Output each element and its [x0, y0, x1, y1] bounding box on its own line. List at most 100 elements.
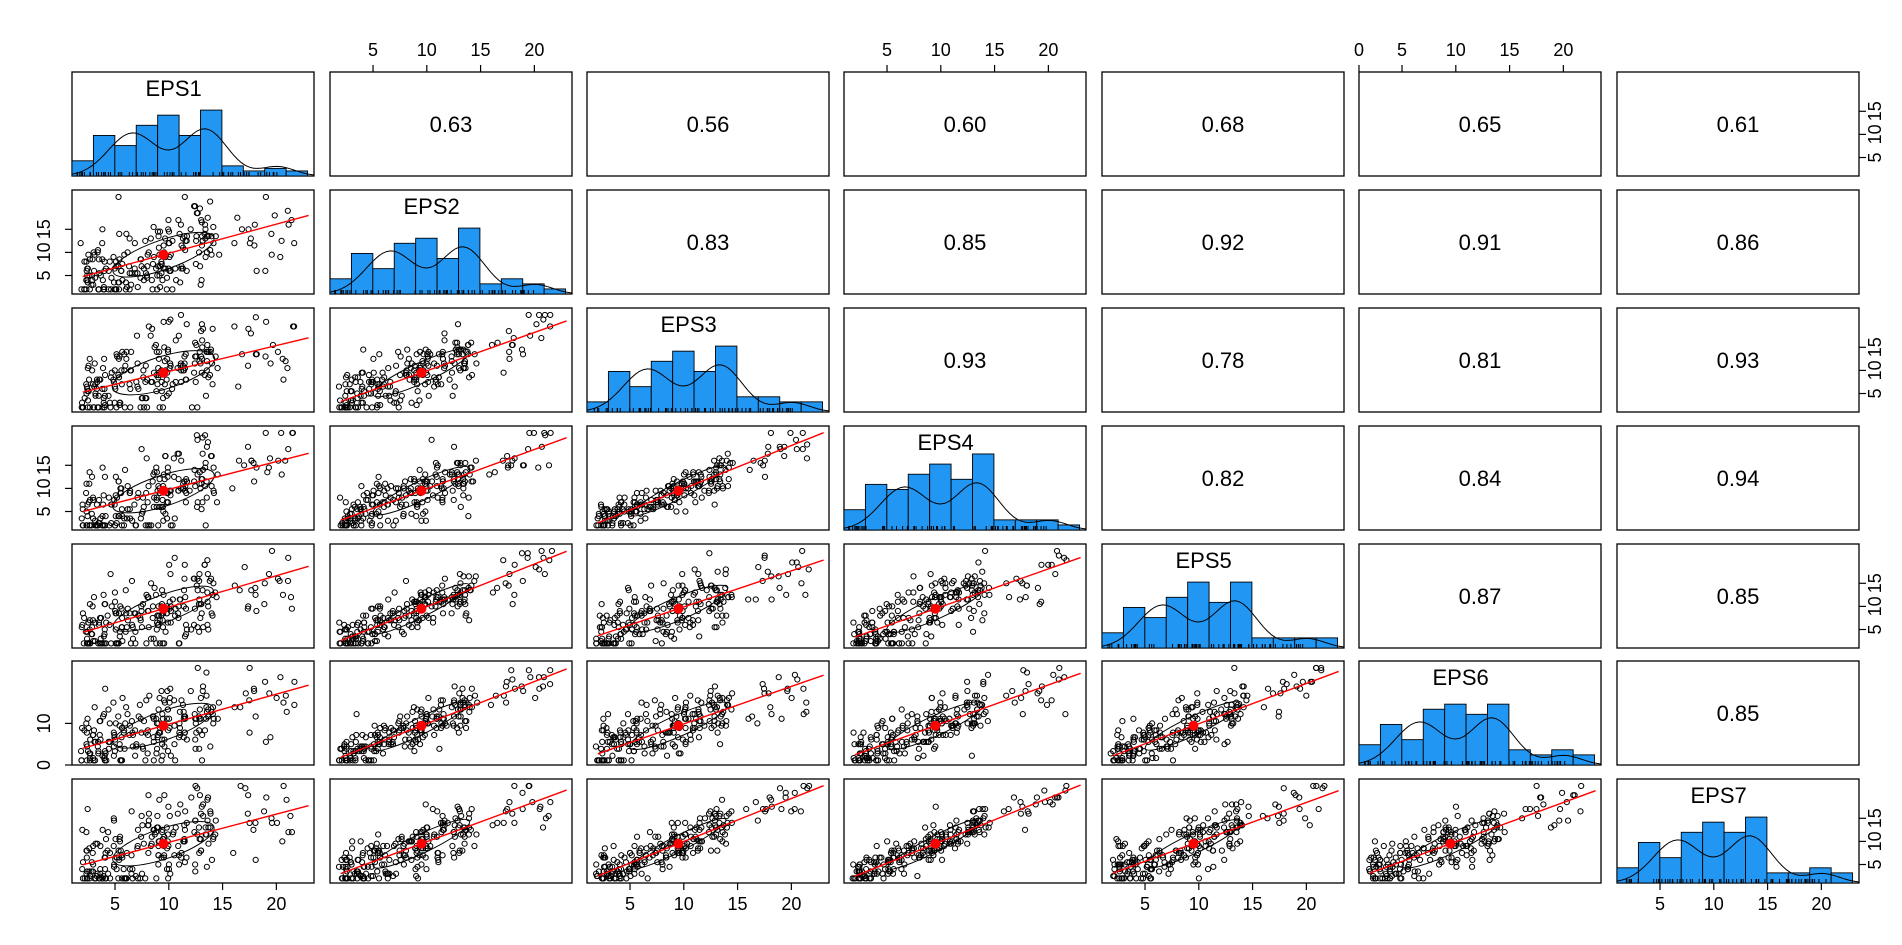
scatter-point: [144, 750, 151, 757]
scatter-point: [452, 480, 459, 487]
scatter-point: [153, 745, 161, 752]
scatter-point: [364, 496, 371, 504]
scatter-point: [207, 452, 215, 460]
scatter-point: [754, 720, 761, 727]
scatter-point: [204, 817, 211, 824]
scatter-point: [108, 274, 115, 281]
correlation-value: 0.85: [944, 230, 987, 255]
scatter-point: [457, 459, 464, 467]
scatter-point: [425, 362, 432, 369]
scatter-point: [137, 875, 144, 882]
panel-frame: [1616, 425, 1860, 531]
scatter-point: [664, 621, 671, 628]
scatter-point: [1161, 715, 1169, 722]
scatter-point: [939, 731, 947, 739]
scatter-point: [121, 745, 128, 752]
scatter-point: [939, 690, 946, 697]
scatter-point: [1173, 711, 1181, 718]
scatter-point: [509, 341, 516, 349]
scatter-point: [460, 573, 467, 580]
scatter-point: [112, 640, 119, 647]
scatter-point: [724, 482, 732, 490]
scatter-point: [446, 471, 454, 478]
scatter-point: [209, 325, 216, 332]
scatter-point: [404, 346, 411, 353]
correlation-ellipse: [373, 583, 470, 635]
scatter-point: [888, 640, 895, 647]
scatter-point: [609, 752, 616, 759]
scatter-point: [500, 557, 507, 564]
scatter-point: [939, 621, 946, 628]
scatter-point: [384, 517, 392, 524]
scatter-point: [138, 833, 145, 840]
scatter-point: [163, 715, 170, 722]
scatter-point: [101, 522, 108, 529]
scatter-point: [975, 587, 982, 594]
panel-r2-c6: 0.91: [1358, 189, 1602, 295]
scatter-point: [609, 522, 616, 529]
scatter-point: [423, 866, 430, 873]
scatter-point: [511, 561, 518, 568]
correlation-value: 0.84: [1459, 466, 1502, 491]
centroid-point: [930, 838, 941, 849]
scatter-point: [123, 515, 131, 522]
scatter-point: [77, 748, 85, 755]
scatter-point: [1125, 752, 1133, 759]
scatter-point: [875, 757, 882, 764]
scatter-point: [658, 640, 665, 647]
scatter-point: [90, 727, 98, 734]
scatter-point: [1157, 722, 1164, 729]
scatter-point: [262, 429, 269, 437]
scatter-point: [126, 506, 133, 513]
scatter-point: [230, 849, 237, 857]
scatter-point: [136, 701, 143, 709]
scatter-point: [387, 482, 395, 490]
scatter-point: [433, 596, 440, 603]
scatter-point: [953, 817, 960, 824]
scatter-point: [375, 731, 382, 739]
scatter-point: [630, 748, 638, 755]
scatter-point: [695, 598, 703, 605]
scatter-point: [250, 826, 257, 833]
correlation-value: 0.85: [1717, 701, 1760, 726]
scatter-point: [1130, 736, 1137, 743]
scatter-point: [86, 600, 94, 608]
regression-line: [340, 437, 567, 521]
scatter-point: [1118, 757, 1125, 764]
scatter-point: [1168, 826, 1175, 833]
scatter-point: [192, 868, 199, 875]
scatter-point: [192, 339, 199, 346]
scatter-point: [207, 246, 214, 254]
scatter-point: [1275, 708, 1283, 715]
scatter-point: [719, 482, 726, 490]
scatter-point: [928, 708, 935, 715]
scatter-point: [910, 598, 917, 605]
scatter-point: [423, 711, 430, 718]
scatter-point: [142, 362, 149, 369]
scatter-point: [163, 274, 171, 281]
scatter-point: [781, 452, 788, 460]
scatter-point: [110, 817, 118, 824]
scatter-point: [193, 582, 200, 589]
scatter-point: [981, 831, 988, 838]
scatter-point: [1130, 715, 1137, 722]
centroid-point: [158, 720, 169, 731]
scatter-point: [881, 754, 889, 762]
panel-frame: [71, 543, 315, 649]
scatter-point: [446, 376, 453, 383]
scatter-point: [980, 681, 987, 688]
scatter-point: [673, 508, 680, 515]
scatter-point: [423, 478, 430, 485]
scatter-point: [692, 499, 699, 506]
scatter-point: [720, 708, 727, 715]
scatter-point: [719, 612, 726, 619]
scatter-point: [234, 214, 241, 221]
scatter-point: [199, 683, 207, 690]
scatter-point: [116, 230, 123, 238]
scatter-point: [199, 450, 206, 457]
scatter-point: [252, 591, 259, 598]
scatter-point: [86, 496, 94, 504]
histogram-bar: [650, 360, 674, 413]
scatter-point: [158, 736, 166, 743]
scatter-point: [262, 267, 269, 274]
